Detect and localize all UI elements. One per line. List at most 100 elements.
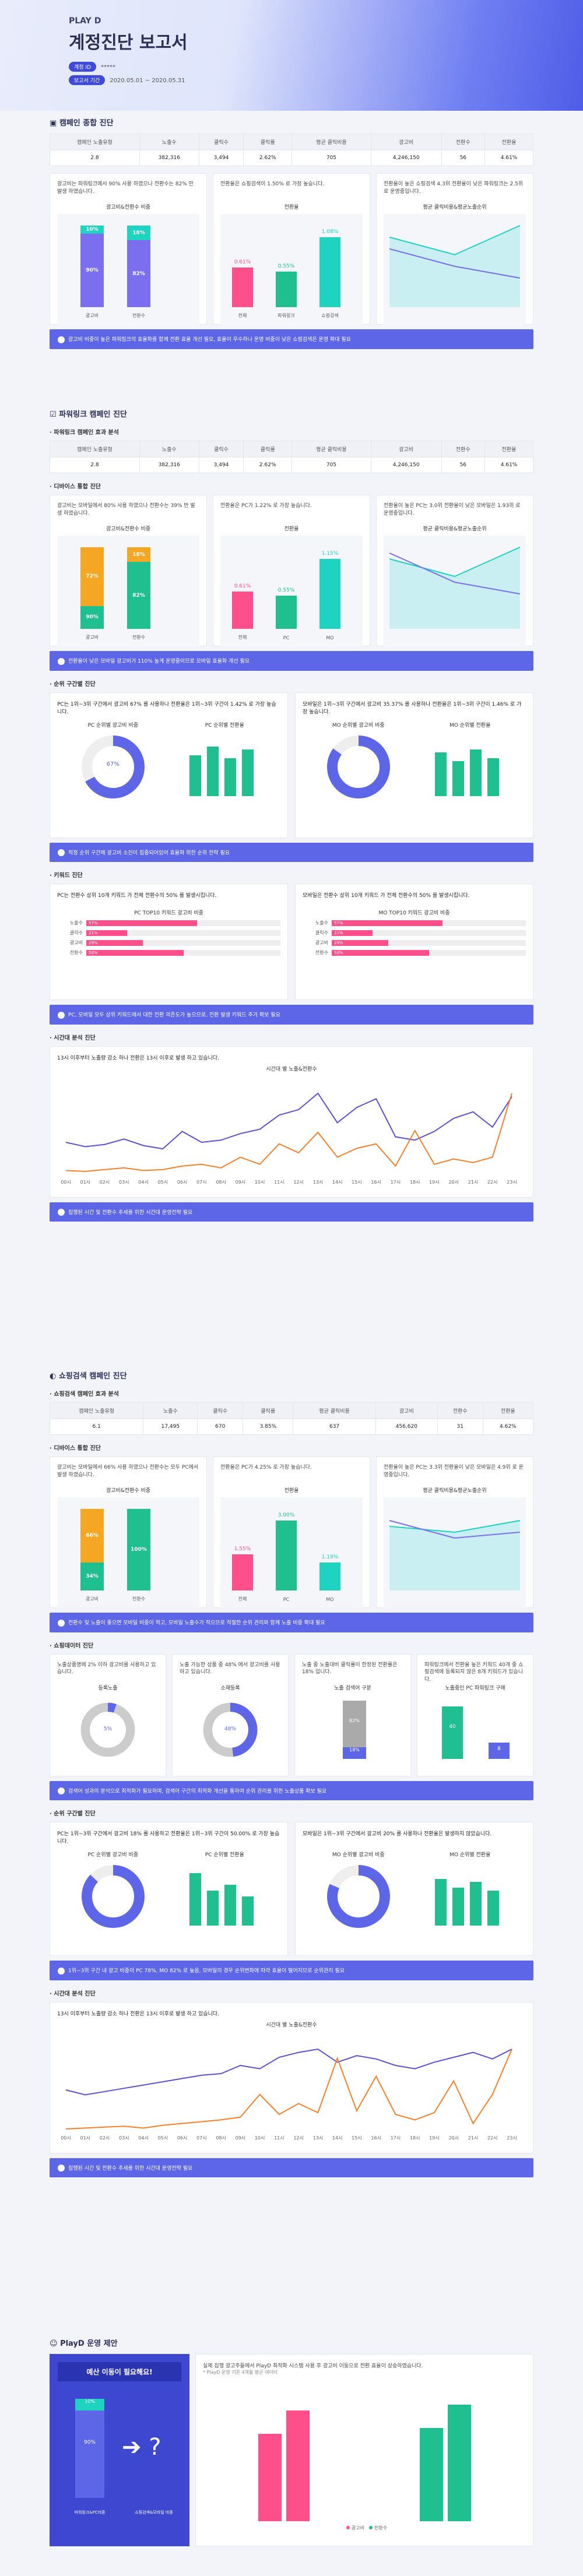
stats-header-row: 캠페인 노출유형 노출수 클릭수 클릭률 평균 클릭비용 광고비 전환수 전환율 xyxy=(49,1402,534,1419)
stacked-bar: 18% 82% xyxy=(127,547,150,629)
rank-bar-chart xyxy=(435,749,500,796)
insight-note: 광고비 비중이 높은 파워링크의 효율화를 함께 전환 효율 개선 필요, 효율… xyxy=(50,329,533,349)
x-tick-label: 13시 xyxy=(313,2135,324,2141)
insight-note: PC, 모바일 모두 상위 키워드에서 대한 전환 의존도가 높으므로, 전환 … xyxy=(50,1005,533,1025)
x-tick-label: 20시 xyxy=(448,1180,459,1185)
stats-header-cell: 캠페인 노출유형 xyxy=(50,441,140,458)
bar-segment: 18% xyxy=(127,547,150,562)
x-tick-label: 04시 xyxy=(138,1180,149,1185)
stacked-bar: 18% 82% xyxy=(127,226,150,307)
insight-note: 전환율이 낮은 모바일 광고비가 110% 높게 운영중이므로 모바일 효율화 … xyxy=(50,651,533,671)
stacked-bar-chart: 72% 90% 광고비 18% 82% 전환수 xyxy=(57,536,199,646)
x-tick-label: 전환수 xyxy=(132,635,146,640)
keyword-hbar-chart: 노출수 57% 클릭수 21% 광고비 29% 전환수 50% xyxy=(303,920,526,956)
cpc-rank-chart xyxy=(384,536,526,646)
x-tick-label: 09시 xyxy=(236,2135,246,2141)
x-tick-label: 15시 xyxy=(352,2135,362,2141)
x-tick-label: 05시 xyxy=(158,1180,168,1185)
x-tick-label: 19시 xyxy=(429,1180,440,1185)
campaign-overview-section: ▣ 캠페인 종합 진단 캠페인 노출유형 노출수 클릭수 클릭률 평균 클릭비용 광고비 전… xyxy=(50,117,533,349)
stats-row: 2.8 382,316 3,494 2.62% 705 4,246,150 56 4.61% xyxy=(50,457,533,473)
x-tick-label: 11시 xyxy=(274,1180,285,1185)
data-label: 1.08% xyxy=(321,229,339,235)
donut-chart xyxy=(81,735,145,798)
bar-segment: 34% xyxy=(80,1563,104,1590)
stats-table: 캠페인 노출유형 노출수 클릭수 클릭률 평균 클릭비용 광고비 전환수 전환율 6.1 17,… xyxy=(49,1402,534,1435)
hbar-fill: 29% xyxy=(332,939,388,946)
x-tick-label: 08시 xyxy=(216,1180,226,1185)
rate-bar: 1.08% xyxy=(319,229,340,307)
series-line-conv xyxy=(65,1093,512,1172)
x-tick-label: PC xyxy=(283,635,290,641)
x-tick-label: 18시 xyxy=(410,2135,420,2141)
hbar-fill: 57% xyxy=(332,920,442,926)
conv-rate-panel: 전환율은 쇼핑검색이 1.50% 로 가장 높습니다. 전환율 0.61% 전체 0… xyxy=(213,173,370,325)
x-tick-label: 01시 xyxy=(80,2135,90,2141)
rate-bar: 1.19% xyxy=(319,1554,340,1590)
keyword-mo-box: 모바일은 전환수 상위 10개 키워드 가 전체 전환수의 50% 를 발생시킵… xyxy=(295,884,533,1000)
stats-header-cell: 전환율 xyxy=(484,133,533,150)
rate-bar: 1.15% xyxy=(319,551,340,629)
keyword-pc-box: PC는 전환수 상위 10개 키워드 가 전체 전환수의 50% 를 발생시킵니… xyxy=(50,884,288,1000)
hbar-row: 클릭수 21% xyxy=(303,930,526,936)
stats-header-cell: 클릭수 xyxy=(197,1402,244,1419)
insight-note: 집행된 시간 및 전환수 추세를 위한 시간대 운영전략 필요 xyxy=(50,2158,533,2177)
data-label: 0.61% xyxy=(234,259,251,266)
stats-header-cell: 광고비 xyxy=(370,441,442,458)
x-tick-label: 02시 xyxy=(100,2135,110,2141)
hbar-row: 전환수 50% xyxy=(57,949,280,956)
series-line-conv xyxy=(65,2049,512,2130)
stats-row: 2.8 382,316 3,494 2.62% 705 4,246,150 56 4.61% xyxy=(50,150,533,166)
hbar-fill: 50% xyxy=(332,949,429,956)
x-tick-label: 전환수 xyxy=(132,313,146,318)
stats-header-cell: 전환율 xyxy=(484,441,533,458)
x-tick-label: 광고비 xyxy=(85,1596,99,1602)
cpc-rank-panel: 전환율이 높은 PC는 3.0위 전환율이 낮은 모바일은 1.93위 로 운영… xyxy=(376,495,533,646)
x-tick-label: 12시 xyxy=(293,2135,304,2141)
brand-logo: PLAY D xyxy=(69,16,101,26)
insight-note: 전환수 및 노출이 좋으면 모바일 비중이 적고, 모바일 노출수가 적으므로 … xyxy=(50,1613,533,1632)
x-tick-label: 08시 xyxy=(216,2135,226,2141)
hourly-box: 13시 이후부터 노출량 감소 하나 전환은 13시 이후로 발생 하고 있습니… xyxy=(50,2001,533,2153)
x-tick-label: 10시 xyxy=(255,2135,265,2141)
stats-header-cell: 클릭률 xyxy=(243,133,293,150)
data-label: 1.19% xyxy=(321,1554,339,1561)
x-tick-label: 22시 xyxy=(487,1180,498,1185)
spend-conv-panel: 광고비는 모바일에서 66% 사용 하였으나 전환수는 모두 PC에서 발생 하… xyxy=(50,1456,207,1608)
conv-rate-chart: 0.61% 전체 0.55% 파워링크 1.08% 쇼핑검색 xyxy=(220,214,363,325)
x-tick-label: 11시 xyxy=(274,2135,285,2141)
x-tick-label: MO xyxy=(326,1597,334,1602)
hourly-box: 13시 이후부터 노출량 감소 하나 전환은 13시 이후로 발생 하고 있습니… xyxy=(50,1046,533,1198)
x-tick-label: 05시 xyxy=(158,2135,168,2141)
x-tick-label: 06시 xyxy=(177,2135,188,2141)
powerlink-section: ☑ 파워링크 캠페인 진단 · 파워링크 캠페인 효과 분석 캠페인 노출유형 노… xyxy=(50,408,533,1222)
stats-header-cell: 평균 클릭비용 xyxy=(292,133,371,150)
shopping-data-panels: 노출상품명에 2% 이하 광고비를 사용하고 있습니다. 등록노출 5% 노출 가… xyxy=(50,1653,533,1776)
x-tick-label: 23시 xyxy=(507,2135,517,2141)
data-label: 0.61% xyxy=(234,583,251,590)
hourly-line-chart: 00시 01시 02시 03시 04시 05시 06시 07시 08시 09시 10시 11시 12시 1… xyxy=(61,2048,517,2141)
proposal-section: ☺ PlayD 운영 제안 예산 이동이 필요해요! 10% 90% ➔ ? 파… xyxy=(50,2337,533,2546)
insight-note: 검색어 성과의 분석으로 최적화가 필요하며, 검색어 구간의 최적화 개선을 … xyxy=(50,1780,533,1800)
bar-segment: 100% xyxy=(127,1509,150,1590)
stats-header-cell: 평균 클릭비용 xyxy=(292,441,371,458)
conv-rate-chart: 0.61% 전체 0.55% PC 1.15% MO xyxy=(220,536,363,646)
hbar-row: 노출수 57% xyxy=(57,920,280,926)
section-title: ☺ PlayD 운영 제안 xyxy=(50,2339,118,2348)
x-tick-label: 00시 xyxy=(61,2135,71,2141)
x-tick-label: 전체 xyxy=(238,313,247,318)
rank-bar-chart xyxy=(189,746,254,796)
stats-header-cell: 광고비 xyxy=(370,133,442,150)
x-tick-label: 06시 xyxy=(177,1180,188,1185)
case-study-card: 실제 집행 광고주들에서 PlayD 최적화 시스템 사용 후 광고비 이동으로… xyxy=(195,2354,533,2546)
x-tick-label: 03시 xyxy=(119,1180,129,1185)
x-tick-label: 04시 xyxy=(138,2135,149,2141)
x-tick-label: 17시 xyxy=(391,2135,401,2141)
stats-header-cell: 전환수 xyxy=(441,133,486,150)
stats-row: 6.1 17,495 670 3.85% 637 456,620 31 4.62% xyxy=(49,1419,534,1435)
x-tick-label: 07시 xyxy=(196,2135,207,2141)
stats-header-cell: 노출수 xyxy=(139,441,199,458)
stats-header-cell: 노출수 xyxy=(139,133,199,150)
x-tick-label: 전환수 xyxy=(132,1596,146,1602)
x-tick-label: 광고비 xyxy=(85,313,99,318)
